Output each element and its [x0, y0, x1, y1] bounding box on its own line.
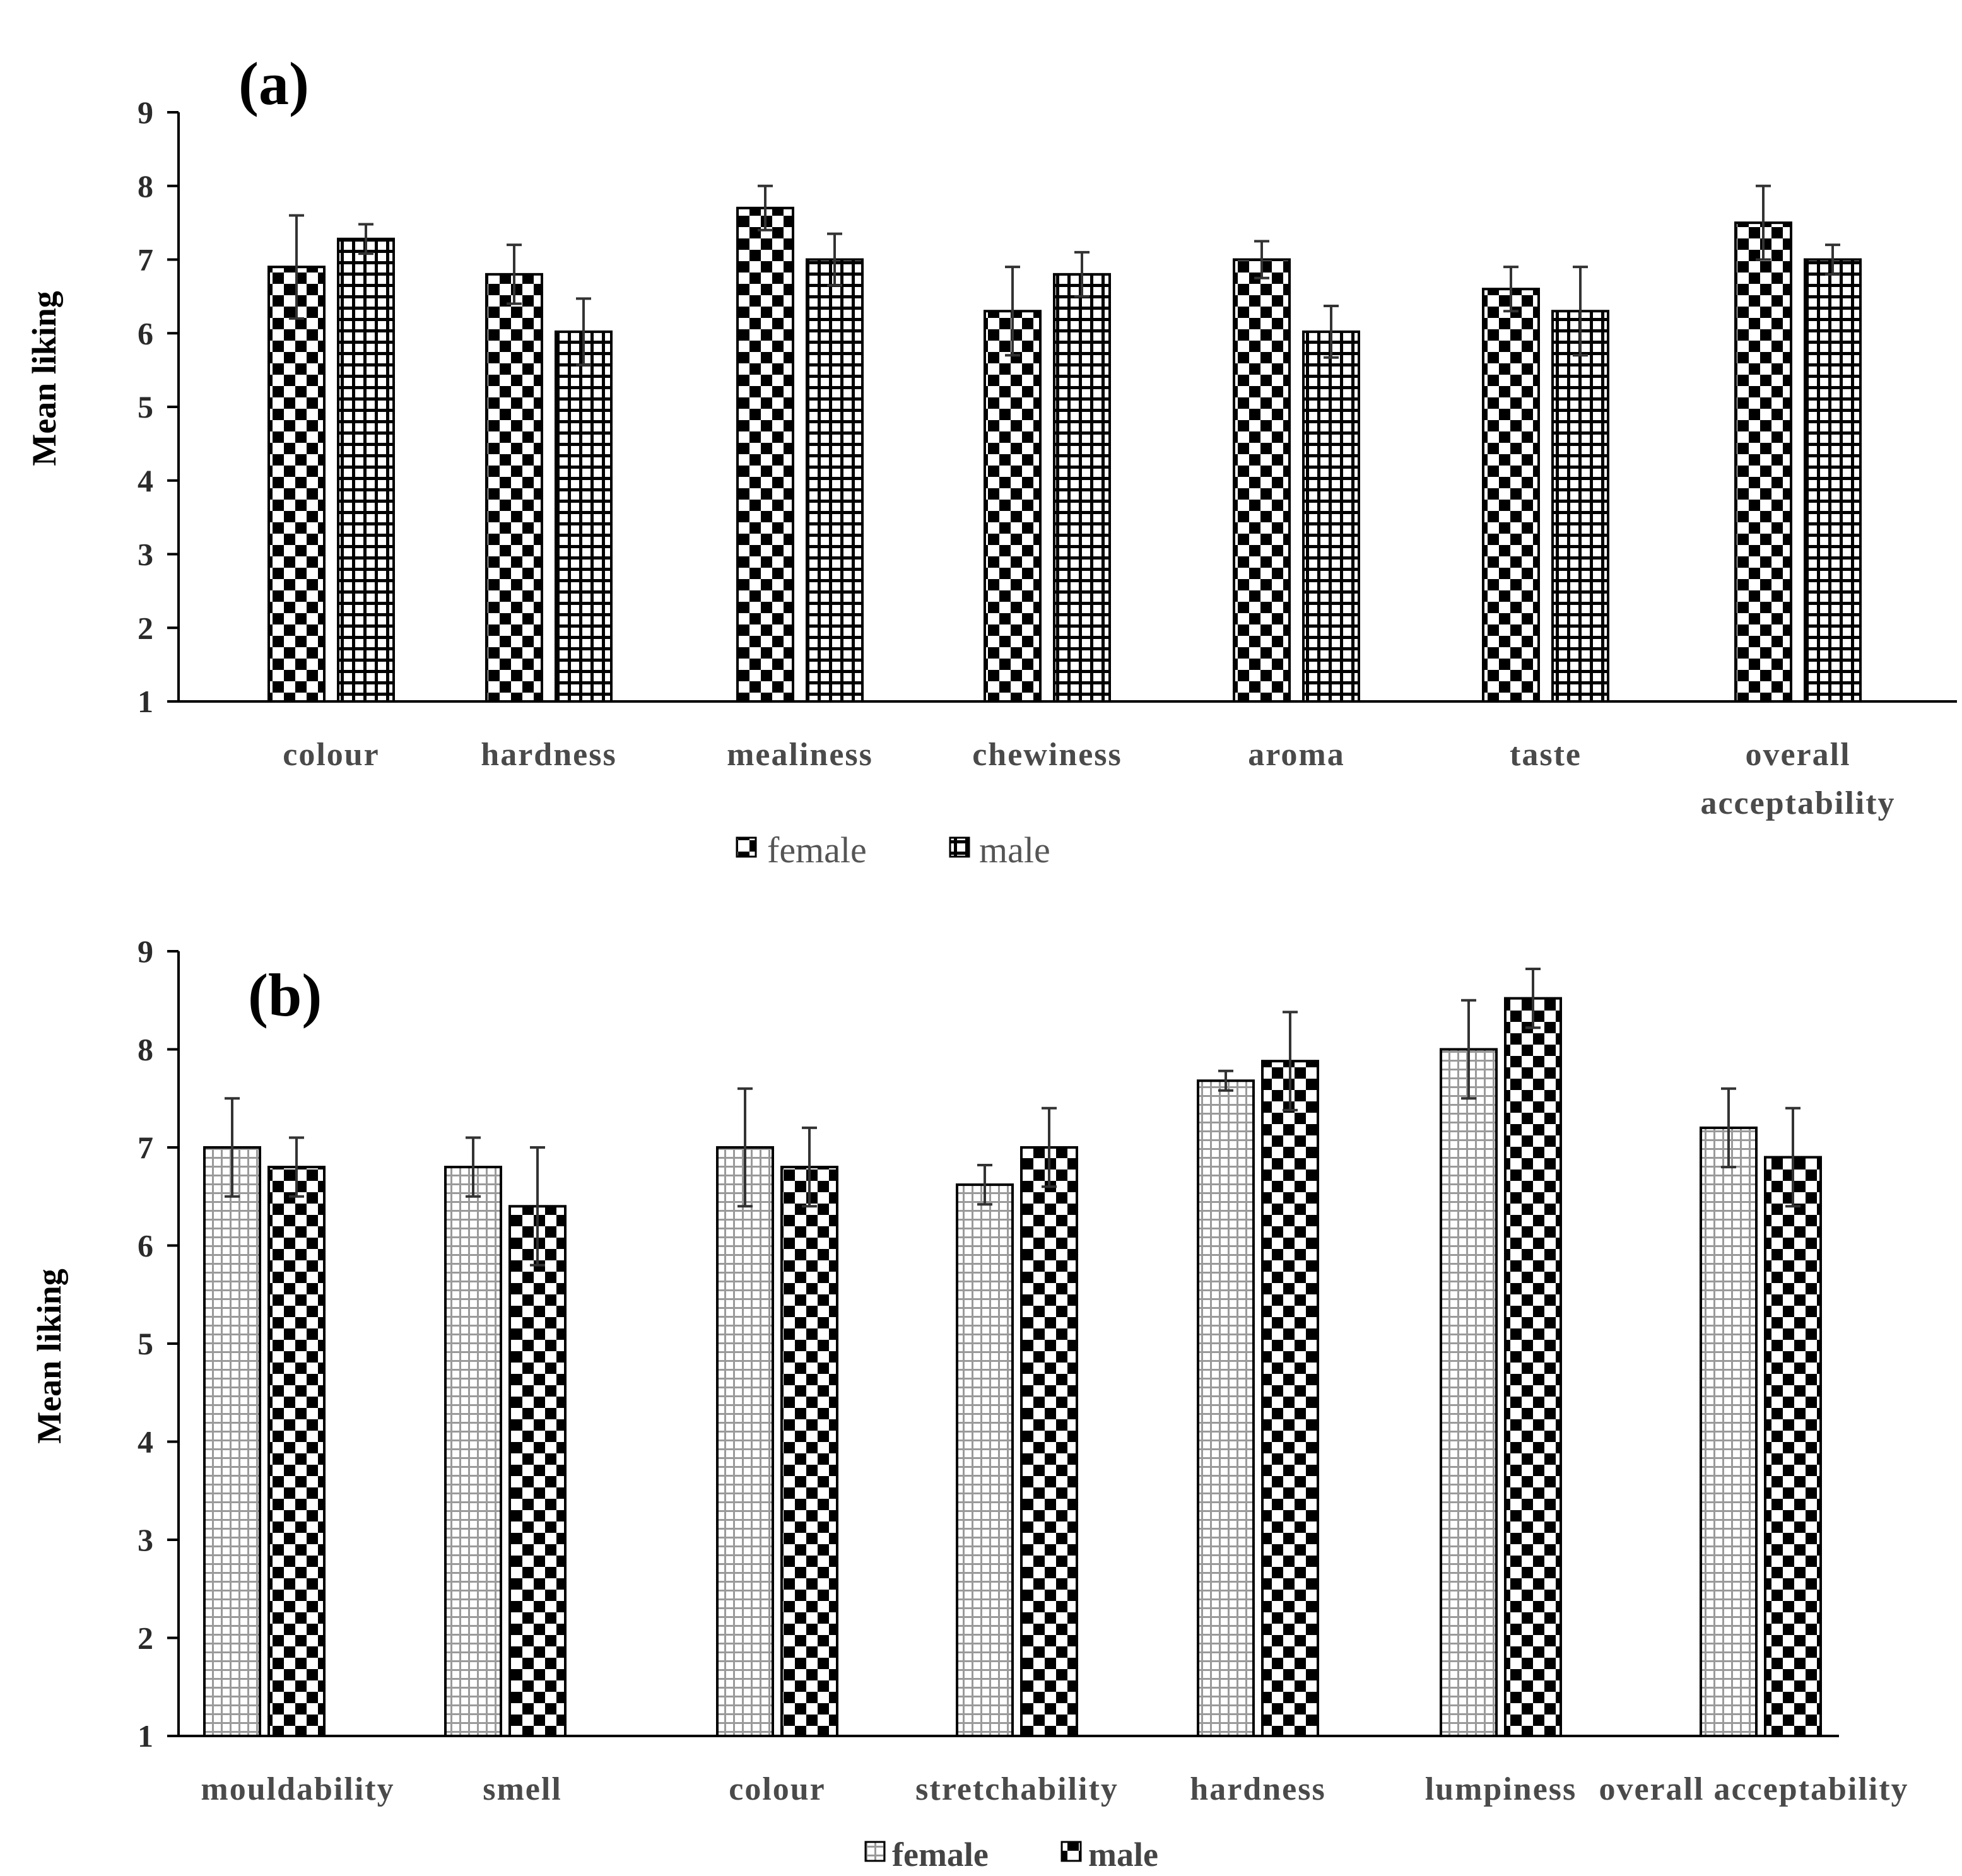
category-label: overall acceptability	[1599, 1771, 1908, 1807]
bar-female-mouldability	[203, 1146, 261, 1737]
panel-b-category-labels: mouldability smell colour stretchability har…	[201, 1771, 1908, 1807]
category-label: stretchability	[915, 1771, 1119, 1807]
bar-female-colour	[716, 1146, 774, 1737]
panel-b-bars	[203, 967, 1822, 1738]
y-tick-label: 8	[138, 1032, 153, 1067]
bar-male-hardness	[1261, 1060, 1319, 1737]
bar-female-hardness	[485, 273, 543, 703]
y-tick-label: 7	[138, 242, 153, 278]
category-label: smell	[483, 1771, 562, 1807]
panel-a-y-ticks: 1 2 3 4 5 6 7 8 9	[138, 95, 179, 719]
panel-a-tag: (a)	[238, 50, 309, 117]
bar-female-hardness	[1197, 1079, 1255, 1737]
bar-female-taste	[1482, 288, 1540, 703]
panel-a-y-axis-label: Mean liking	[25, 291, 63, 466]
y-tick-label: 1	[138, 684, 153, 719]
bar-male-overall-acceptability	[1764, 1156, 1822, 1738]
bar-female-mealiness	[736, 206, 794, 703]
bar-male-chewiness	[1053, 273, 1111, 703]
category-label: colour	[729, 1771, 826, 1807]
bar-female-aroma	[1233, 258, 1291, 703]
bar-male-aroma	[1302, 330, 1360, 703]
y-tick-label: 6	[138, 1228, 153, 1263]
panel-b-tag: (b)	[248, 961, 322, 1029]
y-tick-label: 8	[138, 168, 153, 204]
category-label: hardness	[481, 737, 616, 773]
category-label: colour	[283, 737, 380, 773]
panel-a-bars	[267, 184, 1862, 703]
bar-female-smell	[444, 1166, 502, 1737]
panel-b-y-ticks: 1 2 3 4 5 6 7 8 9	[138, 934, 179, 1754]
panel-b: (b) Mean liking 1 2 3 4 5 6 7 8 9 mouldability sm…	[30, 934, 1908, 1873]
legend-swatch-male	[1060, 1841, 1082, 1862]
y-tick-label: 2	[138, 1621, 153, 1656]
legend-label-female: female	[892, 1836, 989, 1873]
category-label: taste	[1510, 737, 1582, 773]
bar-female-overall-acceptability	[1734, 221, 1792, 703]
legend-label-male: male	[1088, 1836, 1158, 1873]
legend-swatch-female	[736, 836, 757, 858]
bar-female-lumpiness	[1440, 1048, 1498, 1737]
bar-male-mouldability	[267, 1166, 326, 1737]
panel-a: (a) Mean liking 1 2 3 4 5 6 7 8 9 colour hardness…	[25, 50, 1957, 871]
category-label: chewiness	[972, 737, 1122, 773]
category-label: mealiness	[727, 737, 873, 773]
bar-male-smell	[508, 1205, 567, 1738]
bar-male-mealiness	[806, 258, 864, 703]
bar-female-stretchability	[956, 1183, 1014, 1737]
bar-male-lumpiness	[1504, 997, 1562, 1737]
legend-label-male: male	[979, 830, 1050, 871]
category-label: lumpiness	[1425, 1771, 1577, 1807]
y-tick-label: 5	[138, 389, 153, 425]
legend-swatch-female	[864, 1841, 886, 1862]
y-tick-label: 2	[138, 610, 153, 645]
y-tick-label: 4	[138, 1424, 153, 1460]
y-tick-label: 5	[138, 1326, 153, 1361]
y-tick-label: 9	[138, 95, 153, 130]
y-tick-label: 9	[138, 934, 153, 969]
bar-male-stretchability	[1020, 1146, 1078, 1737]
y-tick-label: 1	[138, 1718, 153, 1754]
bar-female-chewiness	[984, 310, 1042, 703]
bar-male-colour	[780, 1166, 838, 1737]
bar-male-colour	[337, 237, 395, 703]
bar-male-hardness	[555, 330, 613, 703]
bar-male-taste	[1551, 310, 1609, 703]
bar-female-colour	[267, 266, 326, 703]
panel-a-category-labels: colour hardness mealiness chewiness aroma tas…	[283, 737, 1895, 821]
panel-b-y-axis-label: Mean liking	[30, 1269, 68, 1444]
legend-label-female: female	[767, 830, 867, 871]
category-label: overall acceptability	[1700, 737, 1895, 821]
y-tick-label: 3	[138, 1522, 153, 1557]
bar-male-overall-acceptability	[1804, 258, 1862, 703]
bar-female-overall-acceptability	[1700, 1126, 1758, 1737]
panel-b-legend: female male	[864, 1836, 1158, 1873]
panel-a-legend: female male	[736, 830, 1050, 871]
y-tick-label: 7	[138, 1130, 153, 1165]
category-label: hardness	[1190, 1771, 1325, 1807]
y-tick-label: 6	[138, 315, 153, 351]
category-label: aroma	[1248, 737, 1344, 773]
y-tick-label: 4	[138, 463, 153, 498]
category-label: mouldability	[201, 1771, 394, 1807]
y-tick-label: 3	[138, 537, 153, 572]
legend-swatch-male	[949, 836, 970, 858]
